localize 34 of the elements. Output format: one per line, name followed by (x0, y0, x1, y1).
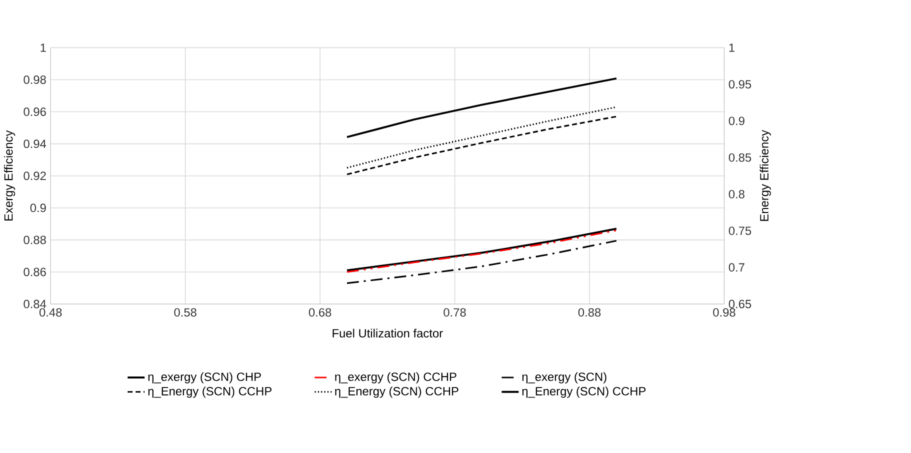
y-tick-label: 1 (40, 44, 46, 52)
legend-label: η_exergy (SCN) (522, 372, 606, 384)
y2-axis-title: Energy Efficiency (760, 130, 771, 221)
y-tick-label: 0.98 (24, 76, 46, 84)
y2-tick-label: 0.85 (728, 153, 752, 162)
y2-tick-label: 0.65 (728, 300, 752, 308)
legend-label: η_Energy (SCN) CCHP (522, 386, 646, 398)
x-tick-label: 0.68 (308, 308, 332, 317)
y2-tick-label: 0.9 (728, 116, 744, 126)
y-axis-title: Exergy Efficiency (4, 130, 16, 220)
y-tick-label: 0.84 (24, 300, 46, 308)
line-series (346, 240, 618, 284)
legend-label: η_exergy (SCN) CHP (148, 372, 261, 384)
x-tick-label: 0.88 (578, 308, 601, 317)
x-tick-label: 0.58 (174, 308, 196, 317)
y2-tick-label: 0.95 (728, 80, 752, 89)
y-tick-label: 0.94 (24, 140, 46, 148)
y2-tick-label: 1 (729, 44, 734, 52)
y-tick-label: 0.92 (24, 172, 46, 180)
y-tick-label: 0.88 (24, 236, 46, 244)
y2-tick-label: 0.8 (728, 190, 744, 198)
x-tick-label: 0.98 (713, 308, 736, 317)
y2-tick-label: 0.7 (728, 263, 744, 272)
y-tick-label: 0.96 (24, 108, 46, 116)
legend-label: η_Energy (SCN) CCHP (335, 386, 458, 398)
y-tick-label: 0.86 (24, 268, 46, 276)
x-tick-label: 0.78 (444, 308, 466, 317)
legend-label: η_Energy (SCN) CCHP (148, 386, 272, 398)
y-tick-label: 0.9 (30, 204, 46, 212)
x-axis-title: Fuel Utilization factor (332, 328, 443, 338)
legend-label: η_exergy (SCN) CCHP (335, 372, 456, 384)
y2-tick-label: 0.75 (728, 226, 752, 235)
x-tick-label: 0.48 (39, 308, 62, 317)
line-series (346, 116, 618, 176)
